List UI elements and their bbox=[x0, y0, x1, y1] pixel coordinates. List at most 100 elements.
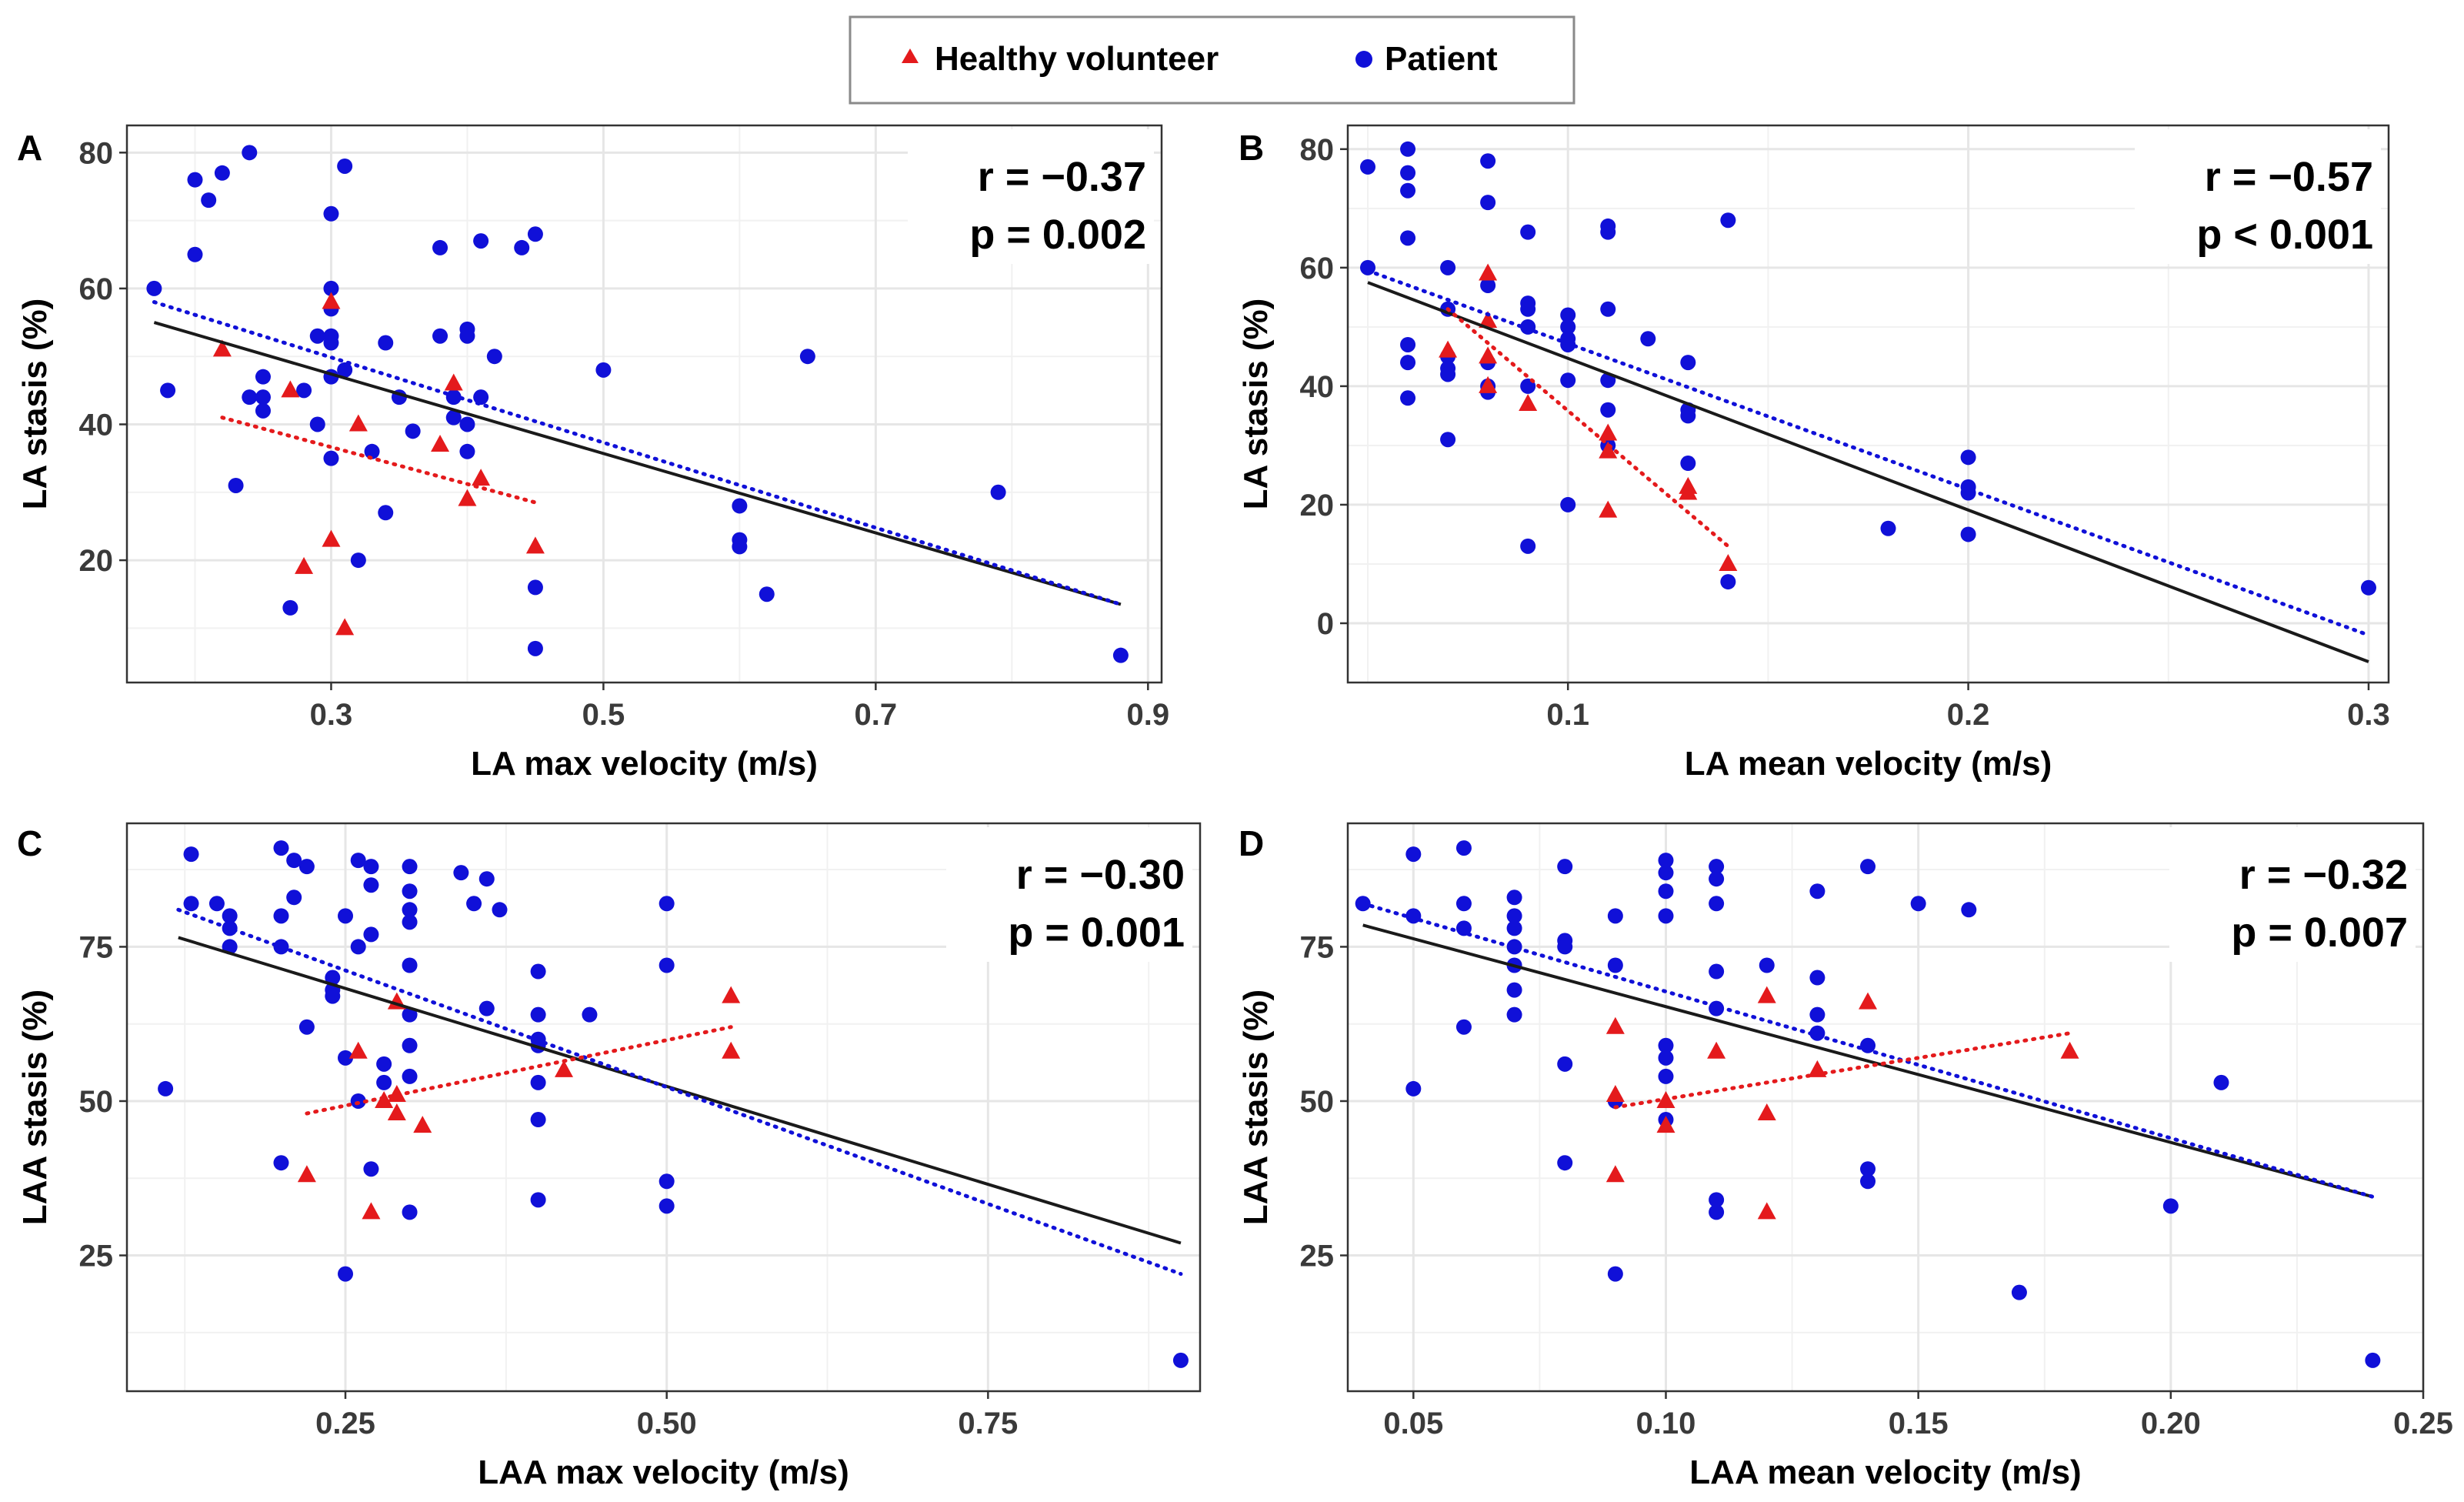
healthy-point bbox=[1679, 482, 1698, 500]
patient-point bbox=[1960, 526, 1976, 542]
patient-point bbox=[323, 205, 339, 222]
patient-point bbox=[1557, 859, 1573, 875]
patient-point bbox=[1709, 963, 1725, 980]
x-tick-label: 0.5 bbox=[582, 698, 625, 732]
x-tick-label: 0.7 bbox=[855, 698, 898, 732]
healthy-point bbox=[1719, 553, 1738, 571]
patient-point bbox=[530, 963, 546, 980]
patient-point bbox=[273, 1155, 289, 1171]
healthy-point bbox=[1757, 1103, 1776, 1121]
patient-point bbox=[242, 145, 258, 161]
overall-trendline bbox=[1362, 923, 2373, 1199]
patient-point bbox=[255, 402, 271, 419]
healthy-point bbox=[722, 986, 741, 1003]
patient-point bbox=[255, 389, 271, 406]
healthy-point bbox=[1479, 376, 1498, 393]
patient-point bbox=[1400, 230, 1416, 246]
patient-point bbox=[1860, 859, 1876, 875]
healthy-point bbox=[335, 618, 355, 636]
stat-r: r = −0.30 bbox=[1016, 852, 1185, 898]
healthy-point bbox=[1605, 1084, 1625, 1102]
patient-point bbox=[1607, 908, 1623, 924]
patient-point bbox=[1400, 141, 1416, 157]
healthy-point bbox=[1757, 986, 1776, 1003]
y-tick-label: 80 bbox=[79, 136, 114, 170]
patient-point bbox=[478, 1000, 495, 1016]
panel-b: 0.1 0.2 0.3 0 20 40 60 80 LA mean velocity (m/s)… bbox=[1237, 124, 2390, 783]
healthy-trendline bbox=[1445, 307, 1730, 549]
healthy-point bbox=[322, 292, 341, 309]
overall-trendline bbox=[1367, 281, 2369, 663]
stats-background bbox=[2169, 827, 2416, 962]
patient-point bbox=[363, 1161, 379, 1177]
patient-point bbox=[1520, 224, 1536, 240]
panel-d: 0.05 0.10 0.15 0.20 0.25 25 50 75 LAA mean veloc… bbox=[1237, 822, 2453, 1491]
healthy-point bbox=[525, 536, 545, 554]
patient-point bbox=[364, 443, 380, 459]
patient-point bbox=[530, 1074, 546, 1090]
patient-point bbox=[1658, 1050, 1674, 1066]
y-tick-label: 75 bbox=[79, 930, 114, 964]
patient-point bbox=[659, 957, 675, 973]
patient-point bbox=[1400, 390, 1416, 406]
patient-point bbox=[337, 158, 353, 174]
healthy-point bbox=[281, 380, 300, 398]
patient-point bbox=[1600, 224, 1616, 240]
patient-point bbox=[378, 335, 394, 351]
panel-border bbox=[1346, 124, 2390, 684]
patient-point bbox=[1709, 871, 1725, 887]
patient-point bbox=[1560, 307, 1576, 323]
patient-point bbox=[378, 505, 394, 521]
patient-point bbox=[1557, 1056, 1573, 1072]
y-axis-label: LAA stasis (%) bbox=[1237, 990, 1275, 1225]
patient-point bbox=[1455, 840, 1472, 856]
panel-label: B bbox=[1239, 128, 1264, 168]
y-tick-label: 60 bbox=[79, 272, 114, 306]
patient-point bbox=[1440, 366, 1456, 382]
patient-point bbox=[1560, 496, 1576, 512]
healthy-point bbox=[1707, 1041, 1726, 1059]
y-tick-label: 80 bbox=[1300, 133, 1335, 167]
stat-p: p < 0.001 bbox=[2196, 212, 2373, 258]
panel-border bbox=[125, 822, 1202, 1393]
y-tick-label: 40 bbox=[79, 408, 114, 442]
data-layer bbox=[1360, 141, 2376, 663]
legend-label-healthy: Healthy volunteer bbox=[935, 40, 1219, 78]
patient-point bbox=[1600, 402, 1616, 418]
x-tick-label: 0.1 bbox=[1546, 698, 1589, 732]
patient-point bbox=[1860, 1161, 1876, 1177]
patient-point bbox=[1910, 896, 1926, 912]
patient-point bbox=[242, 389, 258, 406]
healthy-point bbox=[1599, 423, 1618, 441]
legend-label-patient: Patient bbox=[1385, 40, 1498, 78]
patient-point bbox=[530, 1112, 546, 1128]
patient-point bbox=[405, 423, 421, 439]
legend-box bbox=[849, 15, 1575, 105]
panel-c: 0.25 0.50 0.75 25 50 75 LAA max velocity (m/s)… bbox=[16, 822, 1202, 1491]
healthy-point bbox=[1439, 340, 1458, 358]
patient-point bbox=[2162, 1198, 2179, 1214]
stats-annotation: r = −0.37 p = 0.002 bbox=[908, 129, 1154, 264]
patient-point bbox=[1658, 1068, 1674, 1084]
data-layer bbox=[1355, 840, 2381, 1368]
patient-point bbox=[1680, 456, 1696, 472]
healthy-trendline bbox=[1613, 1031, 2072, 1110]
patient-point bbox=[459, 416, 475, 432]
healthy-point bbox=[413, 1116, 432, 1133]
patient-point bbox=[1809, 1006, 1825, 1023]
patient-point bbox=[1405, 908, 1422, 924]
patient-point bbox=[2011, 1284, 2027, 1300]
patient-point bbox=[273, 908, 289, 924]
patient-point bbox=[402, 1068, 418, 1084]
patient-point bbox=[338, 908, 354, 924]
patient-point bbox=[296, 382, 312, 399]
y-tick-label: 0 bbox=[1317, 607, 1334, 641]
patient-point bbox=[1560, 319, 1576, 335]
patient-point bbox=[1172, 1352, 1189, 1368]
patient-point bbox=[1506, 1006, 1522, 1023]
patient-point bbox=[160, 382, 176, 399]
healthy-point bbox=[444, 373, 463, 391]
healthy-point bbox=[322, 529, 341, 547]
patient-point bbox=[1640, 331, 1656, 347]
patient-point bbox=[2360, 579, 2376, 596]
